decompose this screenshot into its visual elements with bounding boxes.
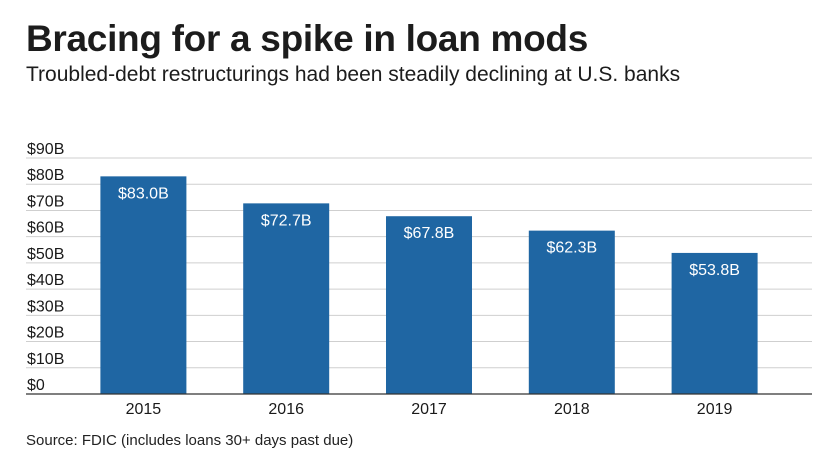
y-tick-label: $20B [27,325,64,342]
x-tick-label: 2016 [268,401,304,418]
bar-value-labels: $83.0B $72.7B $67.8B $62.3B $53.8B [118,185,740,279]
chart-title: Bracing for a spike in loan mods [26,18,588,59]
x-tick-label: 2018 [554,401,590,418]
bar-value-label: $53.8B [689,262,740,279]
x-tick-label: 2015 [126,401,162,418]
bar-2015 [100,176,187,394]
y-tick-label: $60B [27,220,64,237]
x-tick-label: 2019 [697,401,733,418]
y-tick-label: $30B [27,298,64,315]
bar-value-label: $72.7B [261,212,312,229]
y-tick-label: $0 [27,377,45,394]
bars [100,176,758,394]
y-tick-label: $10B [27,351,64,368]
bar-value-label: $62.3B [546,240,597,257]
bar-2019 [671,252,758,394]
chart-subtitle: Troubled-debt restructurings had been st… [26,63,681,86]
y-tick-label: $50B [27,246,64,263]
bar-value-label: $67.8B [404,225,455,242]
x-axis-ticks: 2015 2016 2017 2018 2019 [126,401,733,418]
x-tick-label: 2017 [411,401,447,418]
bar-value-label: $83.0B [118,185,169,202]
y-tick-label: $80B [27,167,64,184]
y-tick-label: $90B [27,141,64,158]
y-tick-label: $70B [27,193,64,210]
source-note: Source: FDIC (includes loans 30+ days pa… [26,432,354,449]
y-tick-label: $40B [27,272,64,289]
bar-2016 [243,203,330,394]
y-axis-ticks: $0 $10B $20B $30B $40B $50B $60B $70B $80B $90B [27,141,64,394]
bar-2017 [386,216,472,394]
bar-2018 [528,230,615,394]
